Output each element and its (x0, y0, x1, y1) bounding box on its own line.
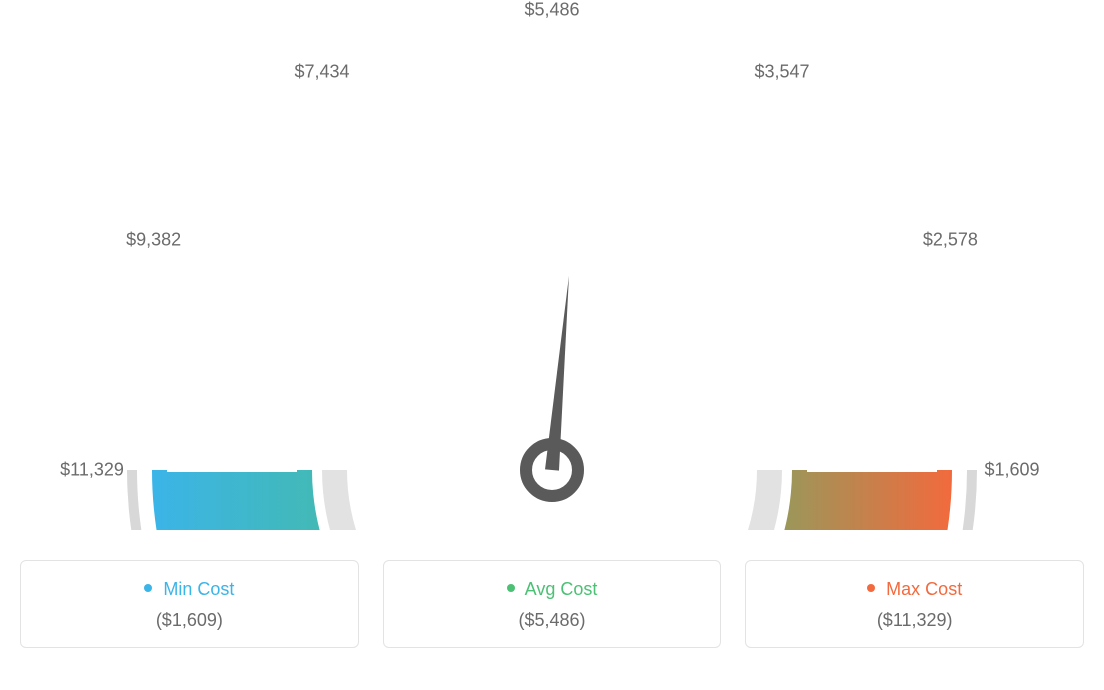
legend-title-min-text: Min Cost (163, 579, 234, 599)
legend-card-min: Min Cost ($1,609) (20, 560, 359, 648)
gauge-tick-label: $7,434 (294, 61, 349, 82)
legend-value-min: ($1,609) (31, 610, 348, 631)
legend-dot-max (867, 584, 875, 592)
legend-value-max: ($11,329) (756, 610, 1073, 631)
cost-gauge-widget: $1,609$2,578$3,547$5,486$7,434$9,382$11,… (20, 20, 1084, 648)
gauge-tick-label: $5,486 (524, 0, 579, 21)
legend-title-max: Max Cost (756, 579, 1073, 600)
legend-card-avg: Avg Cost ($5,486) (383, 560, 722, 648)
gauge-tick-label: $2,578 (923, 230, 978, 251)
legend-dot-min (144, 584, 152, 592)
legend-title-max-text: Max Cost (886, 579, 962, 599)
gauge-svg (20, 20, 1084, 530)
gauge-tick-label: $9,382 (126, 230, 181, 251)
legend-row: Min Cost ($1,609) Avg Cost ($5,486) Max … (20, 560, 1084, 648)
gauge-tick-label: $3,547 (754, 61, 809, 82)
legend-dot-avg (507, 584, 515, 592)
legend-value-avg: ($5,486) (394, 610, 711, 631)
legend-title-avg-text: Avg Cost (525, 579, 598, 599)
gauge-tick-label: $1,609 (984, 460, 1039, 481)
gauge-tick-label: $11,329 (60, 460, 124, 481)
legend-title-min: Min Cost (31, 579, 348, 600)
legend-card-max: Max Cost ($11,329) (745, 560, 1084, 648)
legend-title-avg: Avg Cost (394, 579, 711, 600)
gauge-chart: $1,609$2,578$3,547$5,486$7,434$9,382$11,… (20, 20, 1084, 530)
